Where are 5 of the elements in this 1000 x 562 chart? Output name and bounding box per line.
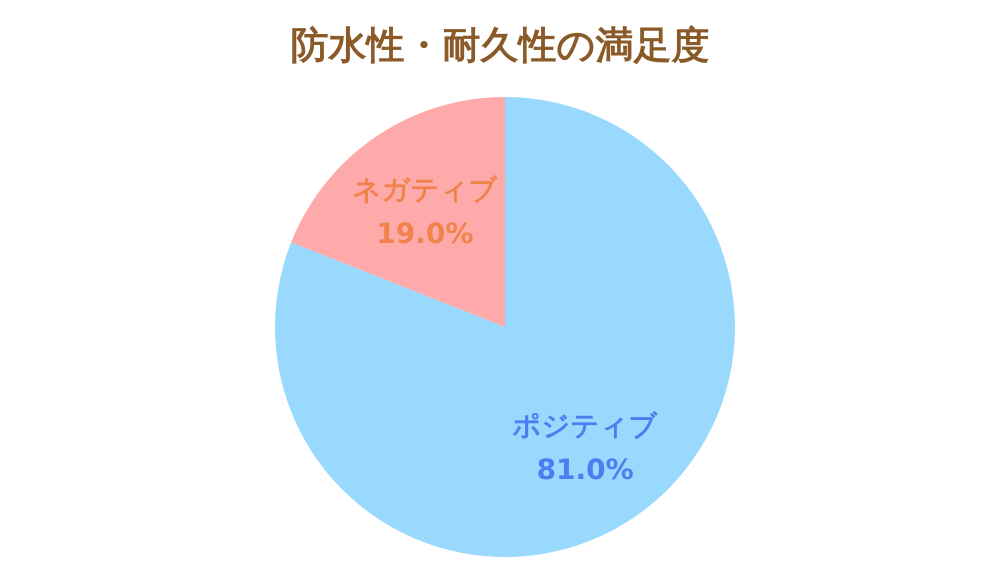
slice-label: ポジティブ <box>512 408 659 442</box>
data-label: 19.0% <box>376 217 474 250</box>
data-label: 81.0% <box>536 452 634 486</box>
chart-title: 防水性・耐久性の満足度 <box>290 23 710 67</box>
slice-label: ネガティブ <box>352 173 498 206</box>
